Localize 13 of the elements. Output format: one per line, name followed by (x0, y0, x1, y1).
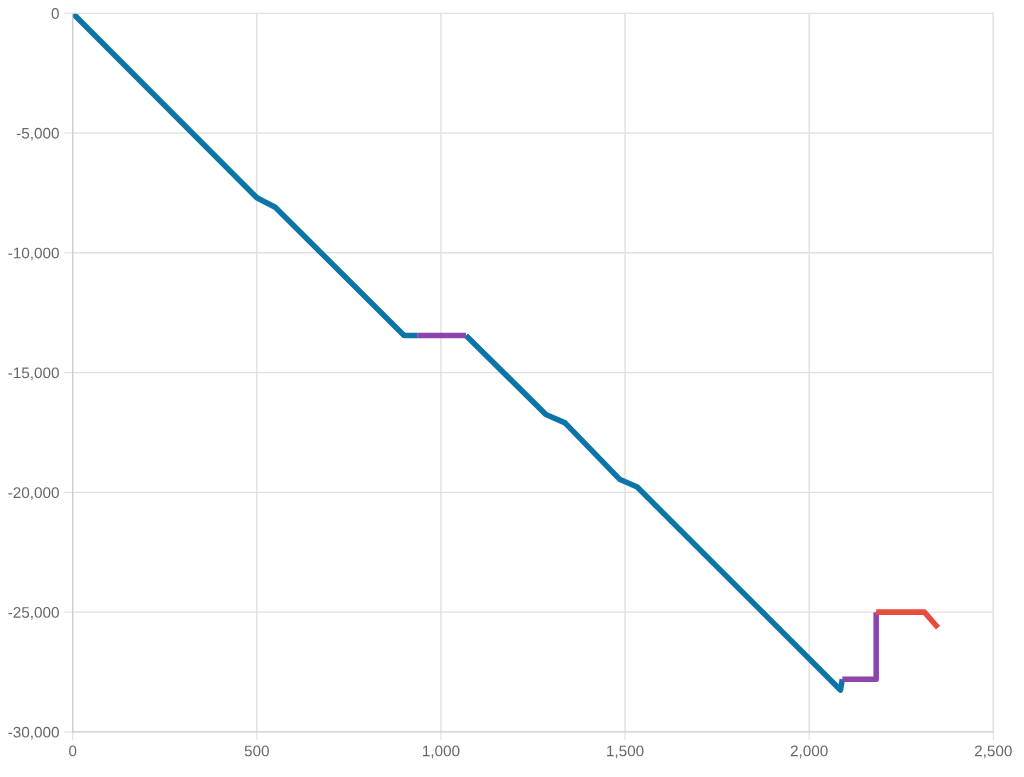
x-tick-label: 1,500 (607, 745, 644, 759)
y-tick-label: -20,000 (8, 487, 59, 500)
y-tick-label: -10,000 (8, 247, 59, 261)
x-tick-label: 1,000 (422, 745, 460, 759)
y-tick-label: -30,000 (8, 726, 59, 740)
x-tick-label: 500 (244, 745, 269, 757)
x-tick-label: 2,500 (974, 745, 1012, 759)
y-tick-label: -15,000 (8, 367, 59, 381)
x-tick-label: 0 (69, 745, 77, 757)
y-tick-label: -25,000 (8, 607, 59, 620)
x-tick-label: 2,000 (790, 745, 828, 759)
y-tick-label: 0 (51, 8, 59, 19)
y-tick-label: -5,000 (16, 127, 59, 141)
